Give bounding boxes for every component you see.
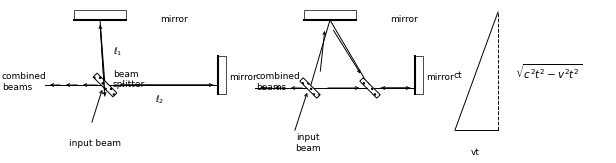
- Text: beam
splitter: beam splitter: [113, 70, 145, 89]
- Text: mirror: mirror: [390, 15, 418, 24]
- Bar: [304, 10, 356, 20]
- Text: combined
beams: combined beams: [2, 72, 47, 92]
- Polygon shape: [93, 73, 117, 97]
- Text: mirror: mirror: [229, 74, 257, 82]
- Bar: [218, 56, 226, 94]
- Text: mirror: mirror: [160, 15, 188, 24]
- Text: mirror: mirror: [426, 74, 454, 82]
- Polygon shape: [360, 78, 380, 98]
- Bar: [74, 10, 126, 20]
- Text: $\ell_1$: $\ell_1$: [113, 46, 123, 58]
- Bar: [415, 56, 423, 94]
- Text: ct: ct: [453, 71, 462, 80]
- Text: input
beam: input beam: [295, 133, 321, 153]
- Text: $\ell_2$: $\ell_2$: [155, 93, 164, 105]
- Text: vt: vt: [471, 148, 479, 157]
- Polygon shape: [300, 78, 320, 98]
- Text: $\sqrt{c^2t^2 - v^2t^2}$: $\sqrt{c^2t^2 - v^2t^2}$: [515, 63, 582, 81]
- Text: combined
beams: combined beams: [256, 72, 301, 92]
- Text: input beam: input beam: [69, 139, 121, 148]
